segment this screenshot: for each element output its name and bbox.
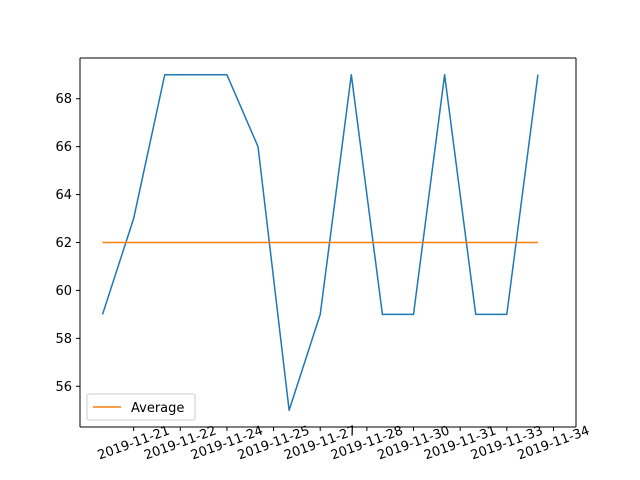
legend-average-label: Average [131,401,184,416]
y-tick-label: 60 [55,284,72,299]
series-layer [101,74,539,411]
y-tick-label: 56 [55,380,72,395]
legend: Average [86,393,196,421]
y-tick-label: 58 [55,332,72,347]
y-ticks: 56 58 60 62 64 66 68 [55,92,80,395]
x-ticks: 2019-11-212019-11-222019-11-242019-11-25… [96,424,592,464]
series-line-values [101,74,539,411]
y-tick-label: 68 [55,92,72,107]
y-tick-label: 62 [55,236,72,251]
y-tick-label: 66 [55,140,72,155]
legend-box [86,393,196,421]
y-tick-label: 64 [55,188,72,203]
